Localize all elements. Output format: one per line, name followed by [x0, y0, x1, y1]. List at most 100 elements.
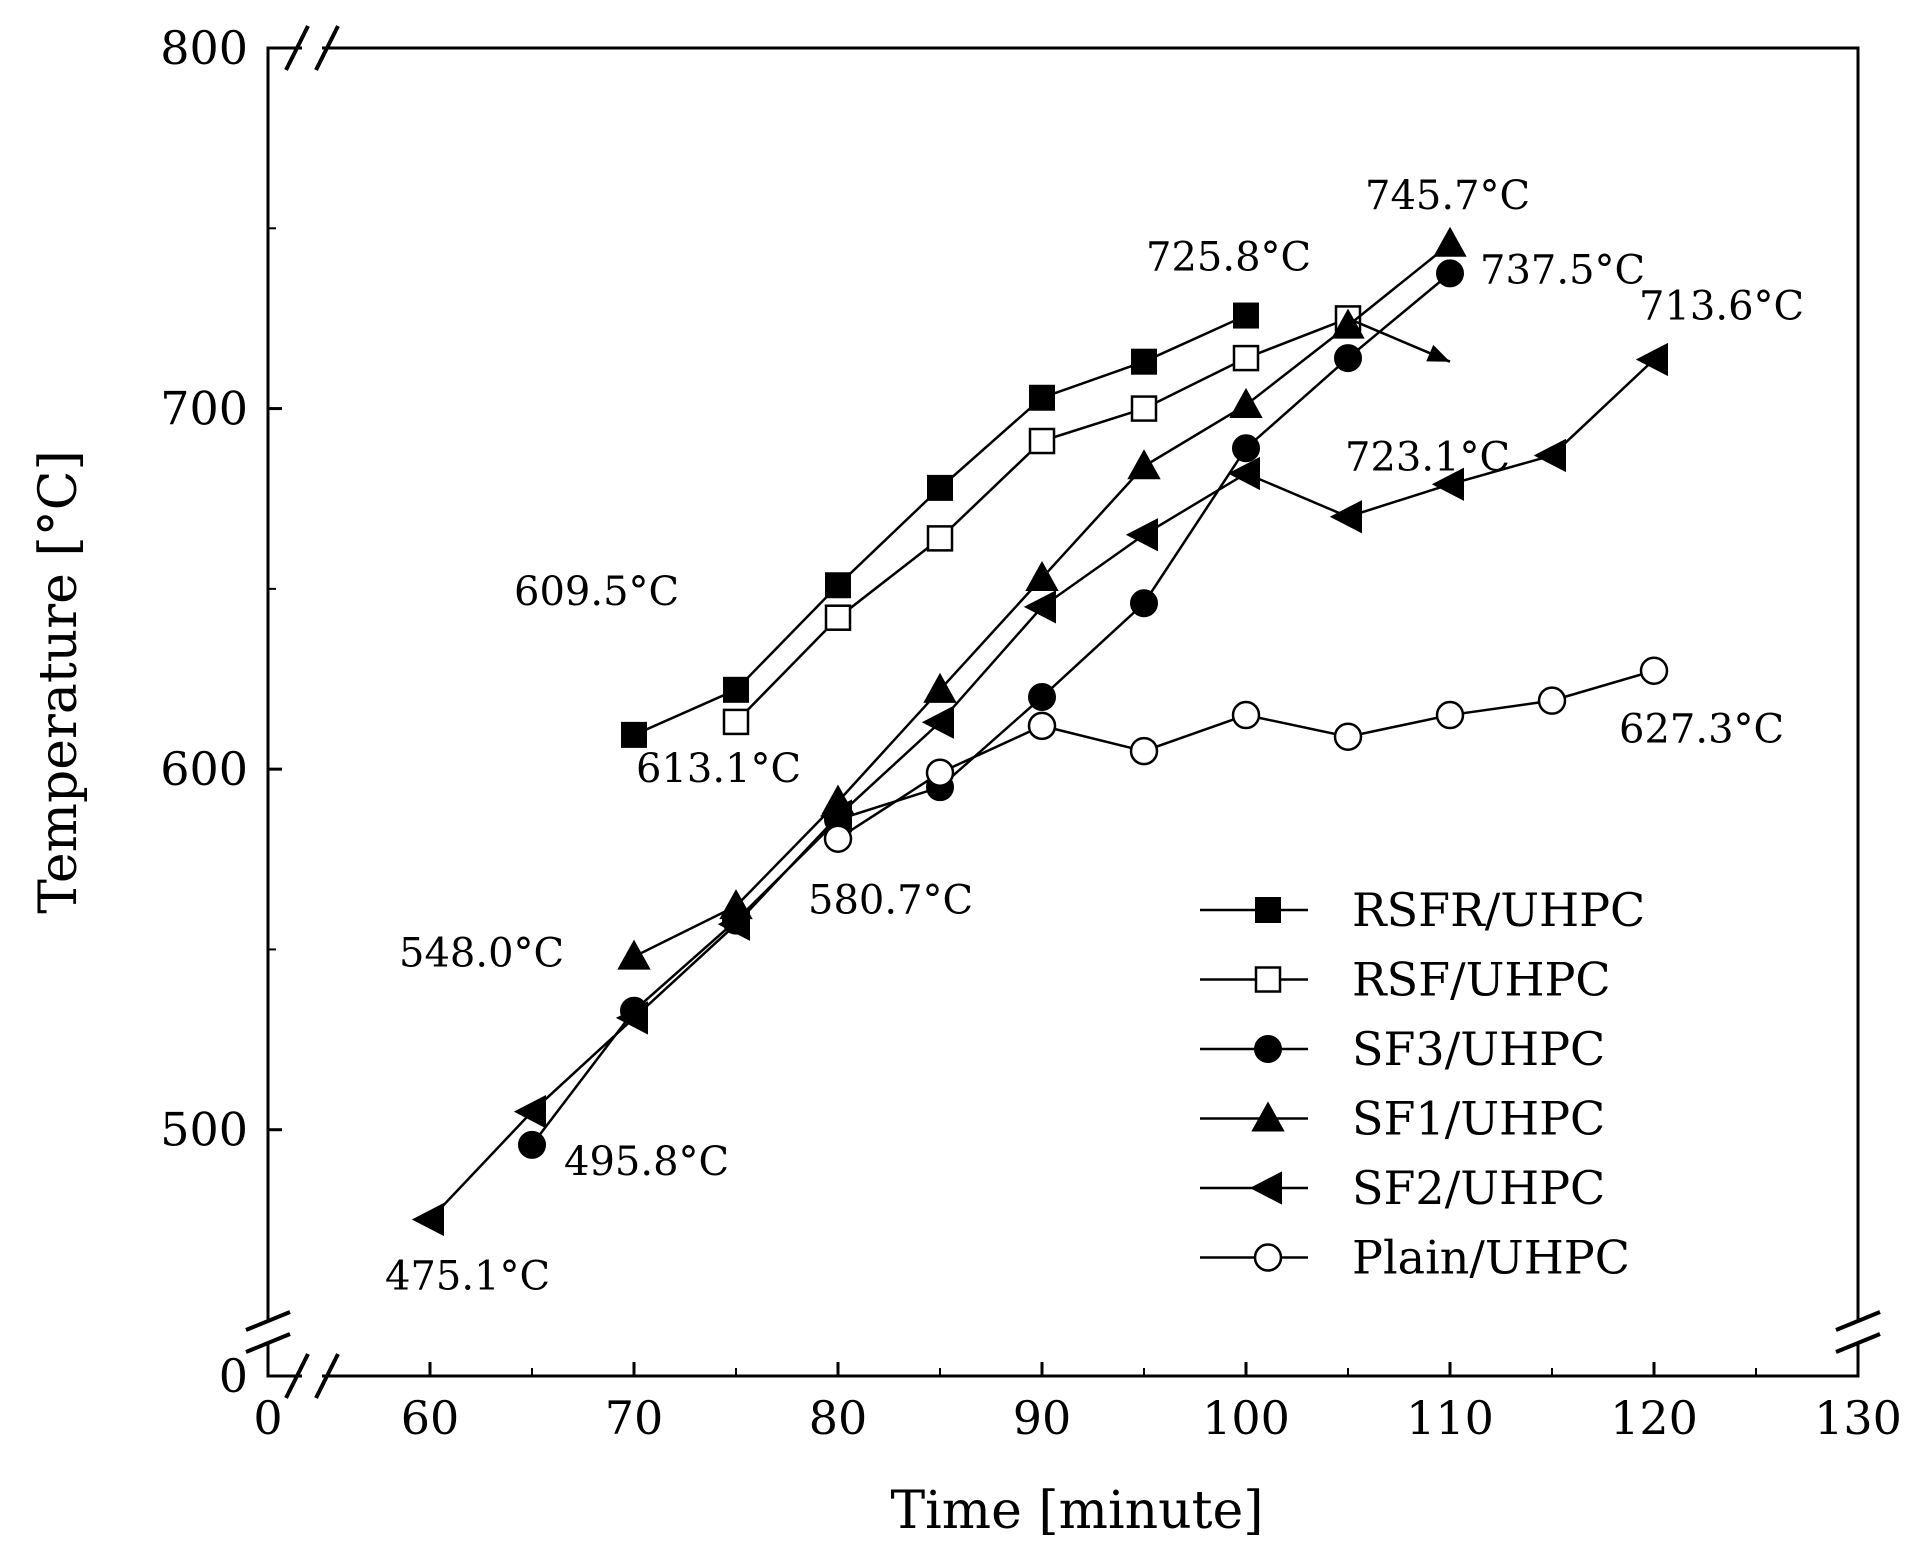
data-point — [1028, 683, 1056, 712]
data-label: 609.5°C — [514, 569, 679, 615]
data-label: 580.7°C — [808, 878, 973, 924]
data-point — [1029, 384, 1055, 411]
legend-item: Plain/UHPC — [1200, 1231, 1630, 1285]
axis-break-slash — [1835, 1332, 1881, 1354]
legend-marker — [1254, 1035, 1282, 1063]
data-point — [717, 907, 750, 941]
data-point — [411, 1202, 444, 1237]
legend-marker — [1249, 1171, 1282, 1205]
data-point — [1131, 348, 1157, 375]
data-point — [1433, 226, 1467, 257]
series-line — [531, 272, 1451, 1146]
x-axis-break-bottom — [284, 1353, 340, 1399]
callout-arrow-head — [1426, 344, 1450, 362]
x-tick-label: 60 — [401, 1391, 460, 1445]
data-label: 713.6°C — [1639, 284, 1804, 330]
data-point — [925, 758, 955, 787]
series-rsfr-uhpc — [621, 302, 1259, 748]
data-point — [1639, 656, 1669, 685]
legend-label: RSF/UHPC — [1352, 953, 1611, 1007]
x-axis-title: Time [minute] — [890, 1481, 1263, 1541]
axis-break-slash — [314, 1353, 340, 1399]
legend-label: RSFR/UHPC — [1352, 883, 1645, 937]
data-point — [1233, 302, 1259, 329]
legend-label: SF2/UHPC — [1352, 1161, 1605, 1215]
data-label: 548.0°C — [399, 931, 564, 977]
data-point — [1130, 589, 1158, 618]
y-tick-label: 600 — [160, 742, 248, 796]
legend-item: RSFR/UHPC — [1200, 883, 1645, 937]
data-point — [824, 604, 852, 631]
data-point — [825, 572, 851, 599]
legend-marker — [1254, 966, 1282, 993]
data-point — [1232, 434, 1260, 463]
data-point — [823, 824, 853, 853]
data-label: 613.1°C — [636, 746, 801, 792]
data-label: 737.5°C — [1480, 247, 1645, 293]
x-axis-break-top — [284, 25, 340, 71]
data-point — [1533, 438, 1566, 473]
y-axis-title: Temperature [°C] — [29, 450, 89, 914]
y-tick-label: 0 — [219, 1349, 248, 1403]
data-point — [617, 939, 651, 970]
data-point — [1334, 344, 1362, 373]
axis-break-slash — [245, 1332, 291, 1354]
data-point — [1333, 722, 1363, 751]
data-point — [1127, 449, 1161, 480]
data-point — [1027, 711, 1057, 741]
data-point — [1331, 308, 1365, 339]
data-point — [1435, 700, 1465, 730]
series-line — [735, 317, 1349, 723]
data-point — [1025, 560, 1059, 592]
x-tick-label: 130 — [1814, 1391, 1902, 1445]
legend-item: RSF/UHPC — [1200, 953, 1611, 1007]
data-point — [723, 676, 749, 703]
data-point — [1125, 518, 1158, 552]
legend: RSFR/UHPC RSF/UHPC SF3/UHPC SF1/UHPC SF2/UHP… — [1200, 883, 1645, 1285]
x-tick-label: 0 — [253, 1391, 282, 1445]
data-point — [1537, 686, 1567, 715]
series-sf2-uhpc — [411, 342, 1668, 1237]
legend-marker — [1255, 897, 1281, 923]
data-point — [1231, 700, 1261, 730]
data-label: 745.7°C — [1365, 173, 1530, 219]
data-label: 475.1°C — [385, 1253, 550, 1299]
data-label: 723.1°C — [1345, 434, 1510, 480]
data-label: 495.8°C — [564, 1139, 729, 1185]
x-tick-label: 120 — [1610, 1391, 1698, 1445]
y-tick-label: 800 — [160, 21, 248, 75]
data-point — [1129, 736, 1159, 766]
series-line — [429, 358, 1655, 1221]
legend-item: SF1/UHPC — [1200, 1092, 1605, 1146]
x-tick-label: 110 — [1406, 1391, 1494, 1445]
data-point — [1227, 456, 1260, 491]
axis-break-gap — [302, 1370, 322, 1382]
legend-marker — [1253, 1243, 1283, 1272]
data-point — [1232, 344, 1260, 372]
y-tick-label: 500 — [160, 1103, 248, 1157]
data-label: 627.3°C — [1619, 707, 1784, 753]
series-plain-uhpc — [823, 656, 1669, 853]
data-point — [722, 708, 750, 736]
axis-break-slash — [284, 25, 310, 71]
y-axis-break-left — [245, 1310, 291, 1354]
axes: 0 60 70 80 90 100 110 120 130 0 500 600 700 800 Time [… — [29, 21, 1902, 1541]
legend-item: SF3/UHPC — [1200, 1022, 1605, 1076]
data-point — [513, 1095, 546, 1129]
data-point — [1028, 427, 1056, 455]
axis-break-slash — [284, 1353, 310, 1399]
data-label: 725.8°C — [1146, 235, 1311, 281]
axis-break-gap — [302, 42, 322, 54]
data-point — [621, 721, 647, 748]
annotations-layer: 609.5°C 613.1°C 725.8°C 745.7°C 737.5°C 723.1… — [385, 173, 1804, 1300]
axis-break-slash — [245, 1310, 291, 1332]
x-tick-label: 100 — [1202, 1391, 1290, 1445]
data-point — [927, 474, 953, 501]
data-point — [926, 525, 954, 552]
axis-break-gap — [1852, 1322, 1864, 1342]
series-layer — [411, 226, 1669, 1237]
data-point — [615, 1001, 648, 1035]
data-point — [1329, 500, 1362, 534]
axis-break-gap — [262, 1322, 274, 1342]
